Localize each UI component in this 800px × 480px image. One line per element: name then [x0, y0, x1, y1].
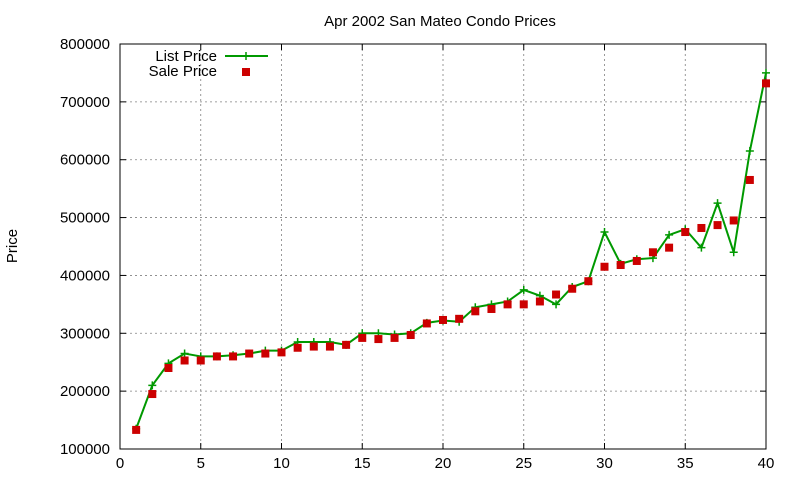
y-tick-label: 300000	[60, 325, 110, 342]
list-price-point	[148, 381, 157, 390]
sale-price-point	[245, 349, 254, 358]
y-axis-label: Price	[4, 229, 21, 263]
x-tick-label: 20	[435, 455, 452, 472]
sale-price-point	[309, 342, 318, 351]
sale-price-point	[487, 304, 496, 313]
sale-price-point	[729, 216, 738, 225]
sale-price-point	[632, 256, 641, 265]
list-price-point	[745, 147, 754, 156]
list-price-point	[713, 199, 722, 208]
sale-price-point	[422, 319, 431, 328]
sale-price-point	[503, 300, 512, 309]
list-price-point	[180, 349, 189, 358]
sale-price-point	[374, 335, 383, 344]
legend-label-list-price: List Price	[155, 48, 217, 65]
y-tick-label: 500000	[60, 210, 110, 227]
sale-price-point	[439, 315, 447, 324]
sale-price-point	[616, 261, 625, 270]
sale-price-point	[261, 349, 270, 358]
sale-price-point	[535, 297, 544, 306]
sale-price-point	[229, 352, 238, 361]
y-tick-label: 700000	[60, 94, 110, 111]
sale-price-point	[471, 307, 480, 316]
legend-marker-sale-price	[242, 68, 250, 76]
x-tick-label: 35	[677, 455, 694, 472]
sale-price-point	[325, 342, 334, 351]
x-tick-label: 15	[354, 455, 371, 472]
sale-price-point	[697, 223, 706, 232]
list-price-point	[762, 68, 770, 77]
sale-price-point	[600, 262, 609, 271]
sale-price-point	[196, 356, 205, 365]
list-price-point	[729, 248, 738, 257]
y-tick-label: 600000	[60, 152, 110, 169]
sale-price-point	[648, 248, 657, 257]
x-tick-label: 25	[515, 455, 532, 472]
sale-price-point	[519, 300, 528, 309]
axes: 0 5 10 15 20 25 30 35 40 100000 200000 300000 400000…	[60, 36, 774, 472]
sale-price-point	[277, 348, 286, 357]
list-price-point	[519, 285, 528, 294]
list-price-point	[552, 300, 561, 309]
sale-price-point	[293, 343, 302, 352]
list-price-point	[697, 243, 706, 252]
x-tick-label: 5	[197, 455, 205, 472]
y-tick-label: 400000	[60, 267, 110, 284]
sale-price-point	[762, 79, 770, 88]
y-tick-label: 800000	[60, 36, 110, 53]
sale-price-point	[713, 221, 722, 230]
sale-price-point	[568, 284, 577, 293]
data-series	[132, 68, 770, 434]
sale-price-point	[552, 290, 561, 299]
sale-price-point	[584, 277, 593, 286]
sale-price-point	[665, 243, 674, 252]
sale-price-point	[342, 340, 351, 349]
x-tick-label: 40	[758, 455, 775, 472]
y-tick-label: 100000	[60, 441, 110, 458]
sale-price-point	[180, 356, 189, 365]
list-price-point	[600, 228, 609, 237]
sale-price-point	[358, 333, 367, 342]
sale-price-point	[745, 175, 754, 184]
series-line-list-price	[135, 72, 767, 430]
sale-price-point	[148, 390, 157, 399]
legend-label-sale-price: Sale Price	[149, 63, 217, 80]
list-price-point	[665, 230, 674, 239]
sale-price-point	[681, 228, 690, 237]
chart-title: Apr 2002 San Mateo Condo Prices	[324, 13, 556, 30]
x-tick-label: 10	[273, 455, 290, 472]
sale-price-point	[164, 364, 173, 372]
sale-price-point	[406, 331, 415, 340]
x-tick-label: 0	[116, 455, 124, 472]
legend-marker-list-price	[242, 52, 250, 60]
y-tick-label: 200000	[60, 383, 110, 400]
sale-price-point	[455, 314, 464, 323]
x-tick-label: 30	[596, 455, 613, 472]
sale-price-point	[132, 425, 141, 434]
sale-price-point	[212, 352, 221, 361]
sale-price-point	[390, 333, 399, 342]
